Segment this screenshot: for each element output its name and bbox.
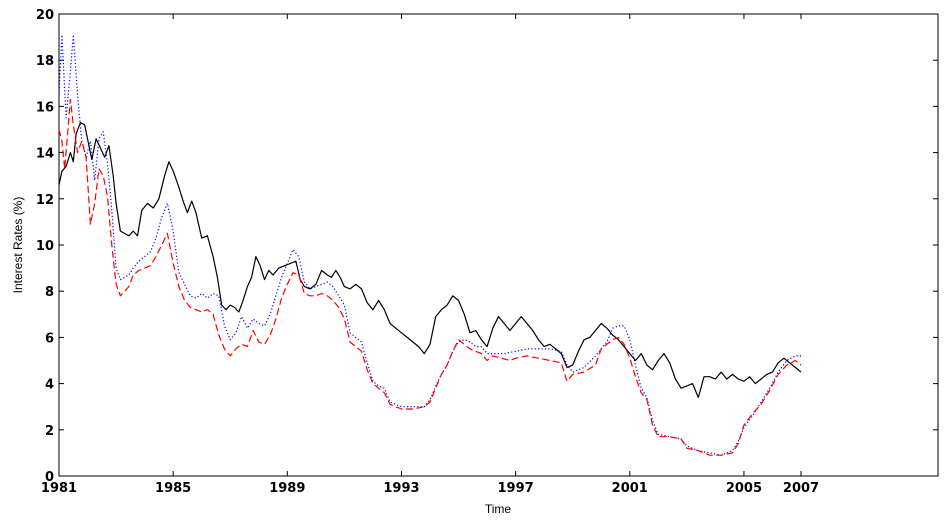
plot-area [58, 13, 939, 477]
y-tick-label: 4 [45, 378, 54, 393]
y-tick-label: 10 [36, 239, 54, 254]
series-layer [58, 34, 802, 456]
y-tick-label: 0 [45, 470, 54, 485]
x-tick-label: 1981 [41, 481, 77, 496]
y-tick-label: 2 [45, 424, 54, 439]
y-tick-label: 14 [36, 147, 54, 162]
y-tick-label: 18 [36, 54, 54, 69]
x-tick-label: 1985 [155, 481, 191, 496]
y-tick-label: 8 [45, 285, 54, 300]
y-tick-label: 12 [36, 193, 54, 208]
x-tick-label: 1993 [383, 481, 419, 496]
series-line-2 [58, 34, 801, 456]
axis-ticks: 0 2 4 6 8 10 12 14 16 18 20 1981 1985 1989 1993 1997 200… [36, 8, 938, 496]
x-tick-label: 1997 [498, 481, 534, 496]
series-line-3 [58, 98, 802, 456]
x-tick-label: 1989 [269, 481, 305, 496]
y-tick-label: 6 [45, 331, 54, 346]
y-tick-label: 16 [36, 100, 54, 115]
x-tick-label: 2001 [612, 481, 648, 496]
x-tick-label: 2007 [783, 481, 819, 496]
x-axis-title: Time [485, 502, 512, 516]
y-axis-title: Interest Rates (%) [11, 197, 25, 294]
y-tick-label: 20 [36, 8, 54, 23]
series-line-1 [58, 122, 802, 399]
x-tick-label: 2005 [726, 481, 762, 496]
